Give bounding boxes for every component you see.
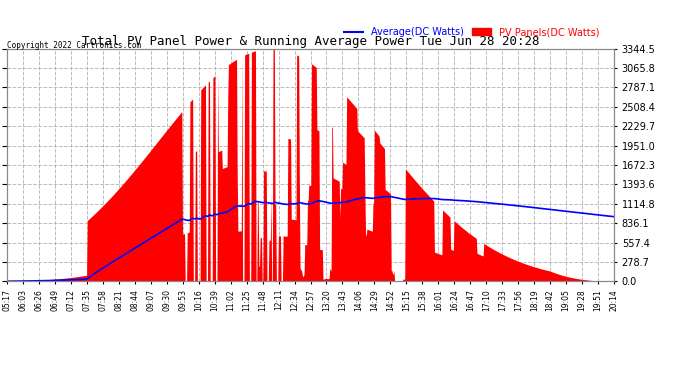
Legend: Average(DC Watts), PV Panels(DC Watts): Average(DC Watts), PV Panels(DC Watts) [339, 23, 603, 41]
Text: Copyright 2022 Cartronics.com: Copyright 2022 Cartronics.com [7, 41, 141, 50]
Title: Total PV Panel Power & Running Average Power Tue Jun 28 20:28: Total PV Panel Power & Running Average P… [81, 34, 540, 48]
